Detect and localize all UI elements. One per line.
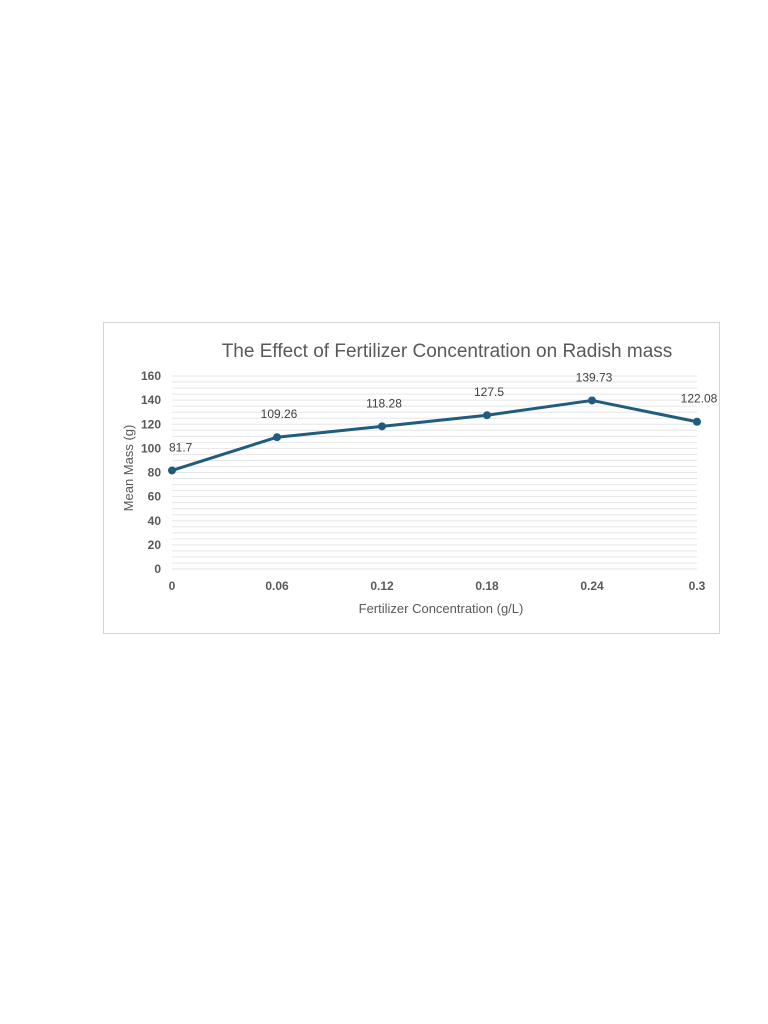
data-point (693, 417, 701, 426)
x-axis-ticks: 0 0.06 0.12 0.18 0.24 0.3 (169, 579, 706, 593)
y-tick-label: 60 (148, 490, 162, 504)
data-point (273, 433, 281, 442)
gridlines (172, 375, 697, 570)
chart-frame (103, 322, 720, 634)
y-tick-label: 20 (148, 538, 162, 552)
series-mean-mass (168, 396, 701, 475)
y-axis-label: Mean Mass (g) (121, 425, 136, 512)
data-label: 139.73 (576, 370, 613, 384)
x-tick-label: 0.12 (370, 579, 394, 593)
y-axis-ticks: 0 20 40 60 80 100 120 140 160 (141, 369, 161, 576)
x-tick-label: 0.18 (475, 579, 499, 593)
data-point (168, 466, 176, 475)
data-label: 109.26 (261, 407, 298, 421)
data-label: 81.7 (169, 440, 193, 454)
y-tick-label: 40 (148, 514, 162, 528)
series-line (170, 398, 699, 472)
data-point (588, 396, 596, 405)
y-tick-label: 100 (141, 441, 161, 455)
x-tick-label: 0.24 (580, 579, 604, 593)
y-tick-label: 160 (141, 369, 161, 383)
y-tick-label: 120 (141, 417, 161, 431)
y-tick-label: 140 (141, 393, 161, 407)
y-tick-label: 0 (154, 562, 161, 576)
data-point (378, 422, 386, 431)
data-labels: 81.7 109.26 118.28 127.5 139.73 122.08 (169, 370, 718, 454)
x-tick-label: 0.3 (689, 579, 706, 593)
x-axis-label: Fertilizer Concentration (g/L) (359, 601, 524, 616)
data-point (483, 411, 491, 420)
x-tick-label: 0.06 (265, 579, 289, 593)
data-label: 118.28 (366, 396, 402, 410)
data-label: 127.5 (474, 385, 504, 399)
chart-title: The Effect of Fertilizer Concentration o… (222, 341, 673, 362)
y-tick-label: 80 (148, 466, 162, 480)
x-tick-label: 0 (169, 579, 176, 593)
data-label: 122.08 (681, 392, 718, 406)
